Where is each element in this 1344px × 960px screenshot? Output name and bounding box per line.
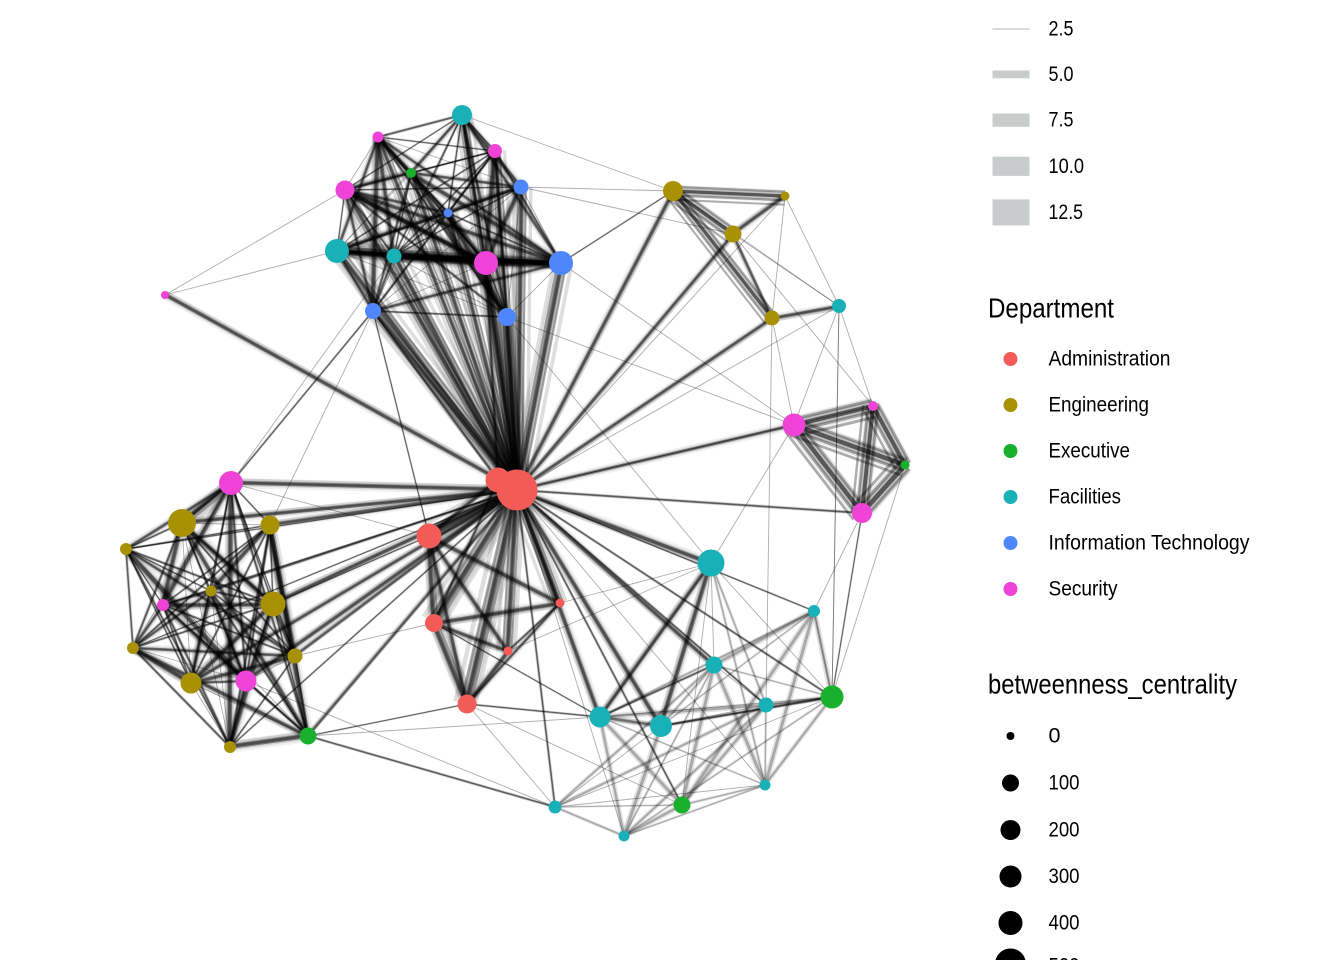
svg-text:Security: Security xyxy=(1049,578,1118,601)
svg-text:400: 400 xyxy=(1049,912,1080,935)
svg-text:Department: Department xyxy=(988,293,1114,324)
svg-text:12.5: 12.5 xyxy=(1049,201,1084,224)
svg-text:Facilities: Facilities xyxy=(1049,486,1122,509)
svg-text:Administration: Administration xyxy=(1049,348,1171,371)
svg-text:Engineering: Engineering xyxy=(1049,394,1150,417)
svg-text:500: 500 xyxy=(1049,955,1080,960)
svg-text:betweenness_centrality: betweenness_centrality xyxy=(988,669,1237,700)
svg-text:10.0: 10.0 xyxy=(1049,155,1085,178)
svg-text:Executive: Executive xyxy=(1049,440,1131,463)
svg-text:300: 300 xyxy=(1049,865,1080,888)
svg-text:5.0: 5.0 xyxy=(1049,63,1074,86)
svg-text:Information Technology: Information Technology xyxy=(1049,532,1250,555)
svg-text:0: 0 xyxy=(1049,725,1061,748)
svg-text:100: 100 xyxy=(1049,772,1080,795)
svg-text:7.5: 7.5 xyxy=(1049,109,1074,132)
svg-text:200: 200 xyxy=(1049,819,1080,842)
svg-text:2.5: 2.5 xyxy=(1049,18,1074,41)
